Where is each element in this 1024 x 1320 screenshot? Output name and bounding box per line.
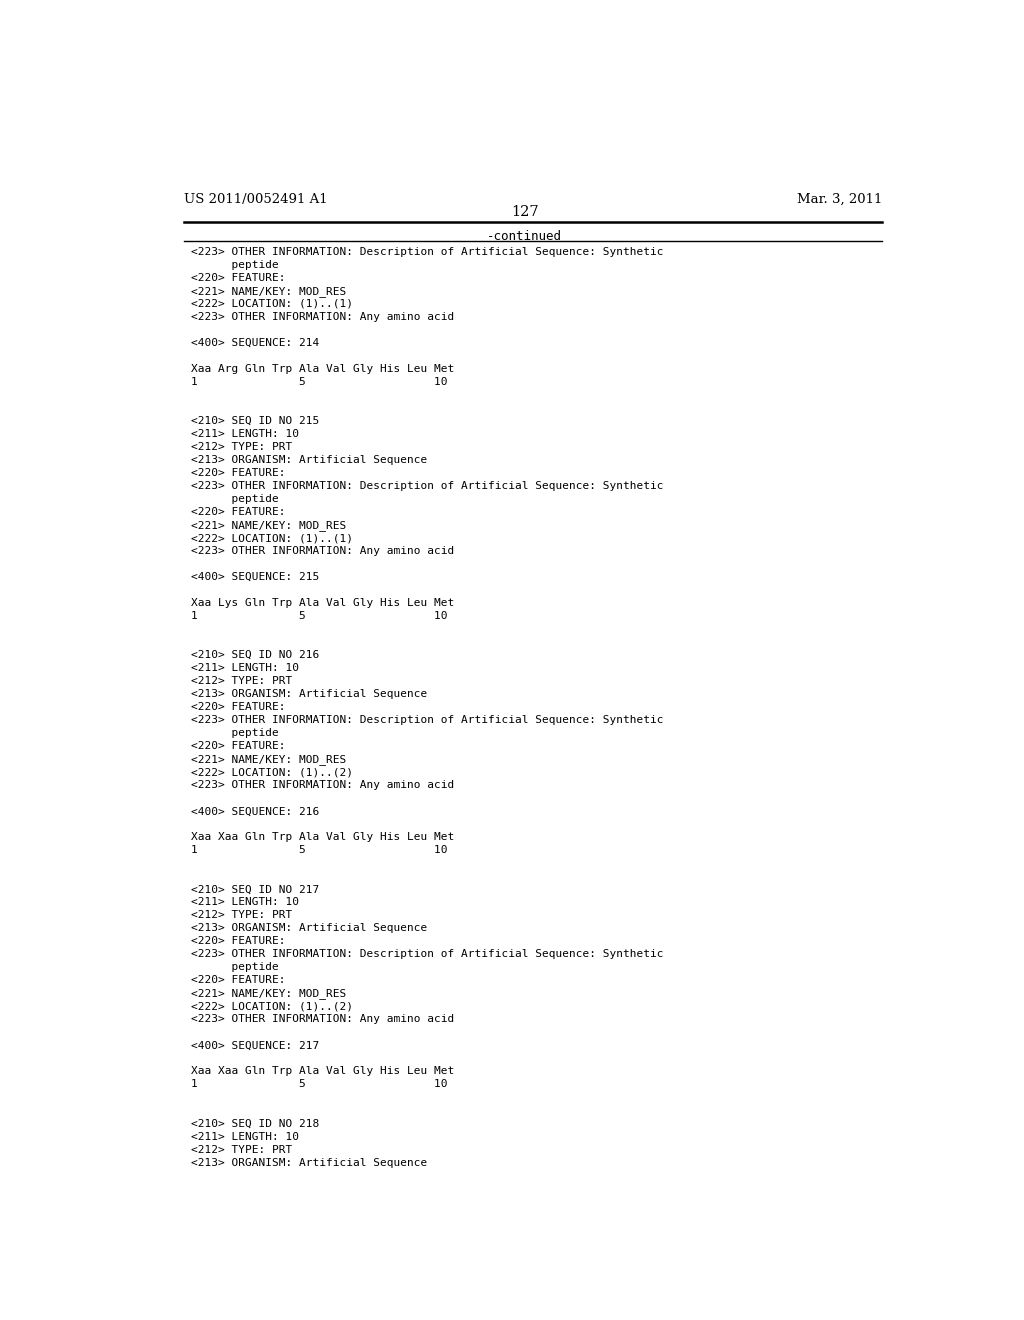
Text: <221> NAME/KEY: MOD_RES: <221> NAME/KEY: MOD_RES xyxy=(191,989,347,999)
Text: 127: 127 xyxy=(511,205,539,219)
Text: <220> FEATURE:: <220> FEATURE: xyxy=(191,742,286,751)
Text: 1               5                   10: 1 5 10 xyxy=(191,611,447,622)
Text: Xaa Xaa Gln Trp Ala Val Gly His Leu Met: Xaa Xaa Gln Trp Ala Val Gly His Leu Met xyxy=(191,1067,455,1076)
Text: -continued: -continued xyxy=(487,230,562,243)
Text: <211> LENGTH: 10: <211> LENGTH: 10 xyxy=(191,898,299,907)
Text: 1               5                   10: 1 5 10 xyxy=(191,378,447,387)
Text: <223> OTHER INFORMATION: Any amino acid: <223> OTHER INFORMATION: Any amino acid xyxy=(191,546,455,556)
Text: 1               5                   10: 1 5 10 xyxy=(191,845,447,855)
Text: <210> SEQ ID NO 215: <210> SEQ ID NO 215 xyxy=(191,416,319,426)
Text: <222> LOCATION: (1)..(1): <222> LOCATION: (1)..(1) xyxy=(191,533,353,543)
Text: <210> SEQ ID NO 218: <210> SEQ ID NO 218 xyxy=(191,1118,319,1129)
Text: <213> ORGANISM: Artificial Sequence: <213> ORGANISM: Artificial Sequence xyxy=(191,689,428,700)
Text: <212> TYPE: PRT: <212> TYPE: PRT xyxy=(191,1144,293,1155)
Text: <221> NAME/KEY: MOD_RES: <221> NAME/KEY: MOD_RES xyxy=(191,520,347,531)
Text: <400> SEQUENCE: 216: <400> SEQUENCE: 216 xyxy=(191,807,319,816)
Text: <223> OTHER INFORMATION: Any amino acid: <223> OTHER INFORMATION: Any amino acid xyxy=(191,312,455,322)
Text: Xaa Xaa Gln Trp Ala Val Gly His Leu Met: Xaa Xaa Gln Trp Ala Val Gly His Leu Met xyxy=(191,833,455,842)
Text: <223> OTHER INFORMATION: Description of Artificial Sequence: Synthetic: <223> OTHER INFORMATION: Description of … xyxy=(191,480,664,491)
Text: <213> ORGANISM: Artificial Sequence: <213> ORGANISM: Artificial Sequence xyxy=(191,455,428,465)
Text: <211> LENGTH: 10: <211> LENGTH: 10 xyxy=(191,1131,299,1142)
Text: <213> ORGANISM: Artificial Sequence: <213> ORGANISM: Artificial Sequence xyxy=(191,924,428,933)
Text: <223> OTHER INFORMATION: Any amino acid: <223> OTHER INFORMATION: Any amino acid xyxy=(191,780,455,791)
Text: <222> LOCATION: (1)..(2): <222> LOCATION: (1)..(2) xyxy=(191,1002,353,1011)
Text: Xaa Arg Gln Trp Ala Val Gly His Leu Met: Xaa Arg Gln Trp Ala Val Gly His Leu Met xyxy=(191,364,455,374)
Text: peptide: peptide xyxy=(191,962,280,973)
Text: peptide: peptide xyxy=(191,729,280,738)
Text: <220> FEATURE:: <220> FEATURE: xyxy=(191,507,286,517)
Text: peptide: peptide xyxy=(191,494,280,504)
Text: <223> OTHER INFORMATION: Description of Artificial Sequence: Synthetic: <223> OTHER INFORMATION: Description of … xyxy=(191,247,664,257)
Text: <223> OTHER INFORMATION: Any amino acid: <223> OTHER INFORMATION: Any amino acid xyxy=(191,1014,455,1024)
Text: <223> OTHER INFORMATION: Description of Artificial Sequence: Synthetic: <223> OTHER INFORMATION: Description of … xyxy=(191,715,664,725)
Text: 1               5                   10: 1 5 10 xyxy=(191,1080,447,1089)
Text: <211> LENGTH: 10: <211> LENGTH: 10 xyxy=(191,663,299,673)
Text: Mar. 3, 2011: Mar. 3, 2011 xyxy=(797,193,882,206)
Text: <221> NAME/KEY: MOD_RES: <221> NAME/KEY: MOD_RES xyxy=(191,286,347,297)
Text: US 2011/0052491 A1: US 2011/0052491 A1 xyxy=(183,193,328,206)
Text: <212> TYPE: PRT: <212> TYPE: PRT xyxy=(191,676,293,686)
Text: <220> FEATURE:: <220> FEATURE: xyxy=(191,936,286,946)
Text: <223> OTHER INFORMATION: Description of Artificial Sequence: Synthetic: <223> OTHER INFORMATION: Description of … xyxy=(191,949,664,960)
Text: <210> SEQ ID NO 216: <210> SEQ ID NO 216 xyxy=(191,651,319,660)
Text: Xaa Lys Gln Trp Ala Val Gly His Leu Met: Xaa Lys Gln Trp Ala Val Gly His Leu Met xyxy=(191,598,455,609)
Text: <220> FEATURE:: <220> FEATURE: xyxy=(191,469,286,478)
Text: <213> ORGANISM: Artificial Sequence: <213> ORGANISM: Artificial Sequence xyxy=(191,1158,428,1167)
Text: <400> SEQUENCE: 215: <400> SEQUENCE: 215 xyxy=(191,572,319,582)
Text: peptide: peptide xyxy=(191,260,280,269)
Text: <400> SEQUENCE: 214: <400> SEQUENCE: 214 xyxy=(191,338,319,348)
Text: <222> LOCATION: (1)..(1): <222> LOCATION: (1)..(1) xyxy=(191,298,353,309)
Text: <222> LOCATION: (1)..(2): <222> LOCATION: (1)..(2) xyxy=(191,767,353,777)
Text: <220> FEATURE:: <220> FEATURE: xyxy=(191,975,286,986)
Text: <210> SEQ ID NO 217: <210> SEQ ID NO 217 xyxy=(191,884,319,895)
Text: <212> TYPE: PRT: <212> TYPE: PRT xyxy=(191,911,293,920)
Text: <221> NAME/KEY: MOD_RES: <221> NAME/KEY: MOD_RES xyxy=(191,754,347,766)
Text: <220> FEATURE:: <220> FEATURE: xyxy=(191,273,286,282)
Text: <220> FEATURE:: <220> FEATURE: xyxy=(191,702,286,713)
Text: <400> SEQUENCE: 217: <400> SEQUENCE: 217 xyxy=(191,1040,319,1051)
Text: <212> TYPE: PRT: <212> TYPE: PRT xyxy=(191,442,293,451)
Text: <211> LENGTH: 10: <211> LENGTH: 10 xyxy=(191,429,299,440)
